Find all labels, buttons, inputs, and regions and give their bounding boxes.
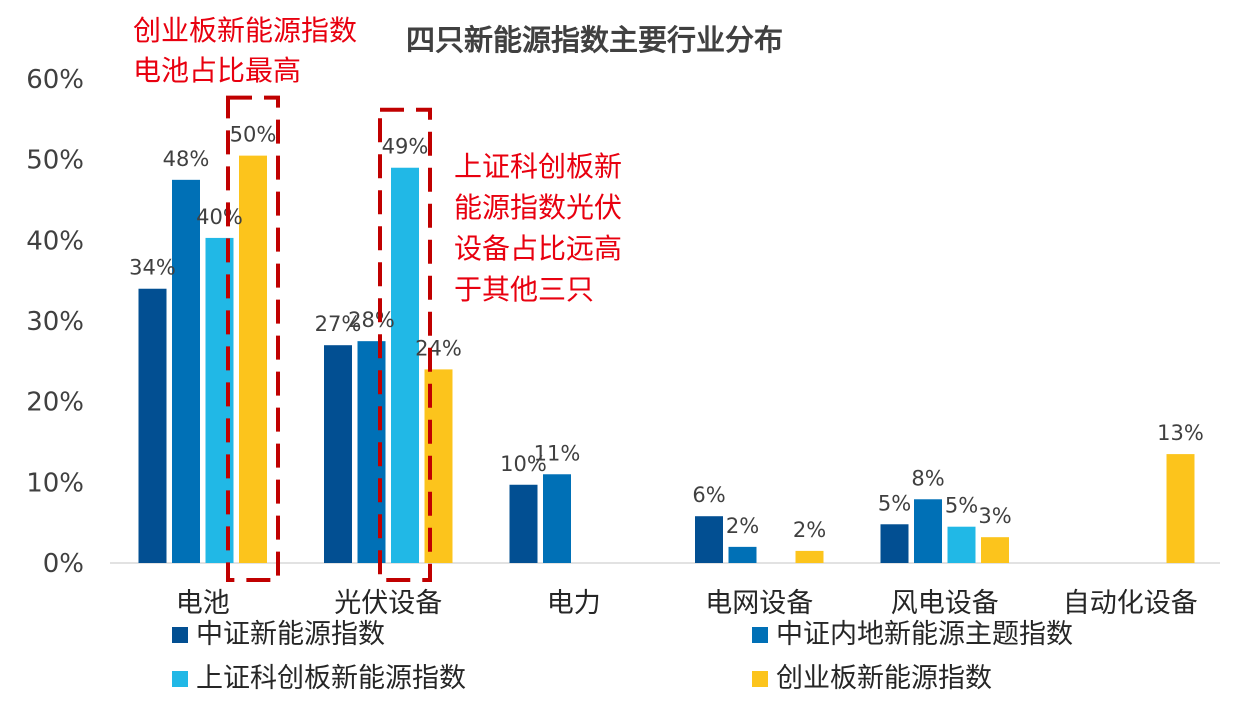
bar — [880, 524, 909, 563]
bar — [695, 516, 723, 563]
data-label: 10% — [500, 452, 547, 476]
legend-label: 创业板新能源指数 — [776, 663, 992, 694]
x-tick-label: 光伏设备 — [334, 588, 442, 619]
annotation-chinext: 创业板新能源指数 电池占比最高 — [133, 14, 366, 87]
bar — [172, 179, 200, 564]
highlight-box-chinext-battery — [226, 95, 280, 582]
bar — [391, 167, 419, 563]
data-label: 5% — [945, 494, 978, 518]
chart-title: 四只新能源指数主要行业分布 — [406, 23, 783, 57]
annotation-star-market-line-1: 上证科创板新 — [454, 150, 622, 183]
highlight-box-star-pv — [378, 107, 432, 582]
highlight-boxes — [226, 95, 432, 582]
legend-swatch — [752, 671, 768, 687]
x-tick-label: 电网设备 — [705, 588, 813, 619]
annotation-chinext-line-1: 创业板新能源指数 — [133, 14, 357, 47]
bar — [509, 484, 538, 563]
y-tick-label: 50% — [26, 146, 84, 176]
bars — [138, 155, 1195, 564]
data-label: 2% — [793, 518, 826, 542]
y-tick-label: 10% — [26, 468, 84, 498]
x-tick-label: 风电设备 — [891, 588, 999, 619]
bar — [728, 546, 757, 563]
annotation-star-market-line-4: 于其他三只 — [454, 273, 594, 306]
bar — [914, 499, 942, 563]
x-tick-label: 电力 — [547, 588, 601, 619]
bar — [138, 288, 167, 563]
x-tick-label: 电池 — [176, 588, 230, 619]
bar — [795, 550, 824, 563]
data-label: 27% — [315, 312, 362, 336]
annotation-star-market: 上证科创板新 能源指数光伏 设备占比远高 于其他三只 — [454, 150, 631, 306]
y-tick-label: 0% — [43, 549, 84, 579]
data-label: 40% — [196, 205, 243, 229]
y-tick-label: 20% — [26, 388, 84, 418]
data-label: 34% — [129, 256, 176, 280]
y-tick-label: 40% — [26, 226, 84, 256]
bar — [543, 474, 571, 563]
x-axis: 电池 光伏设备 电力 电网设备 风电设备 自动化设备 — [110, 562, 1220, 619]
data-label: 13% — [1157, 421, 1204, 445]
data-label: 24% — [415, 336, 462, 360]
data-label: 50% — [230, 123, 277, 147]
legend-swatch — [752, 627, 768, 643]
data-label: 48% — [163, 147, 210, 171]
y-tick-label: 30% — [26, 307, 84, 337]
bar — [981, 537, 1009, 563]
legend-label: 中证新能源指数 — [196, 619, 385, 650]
data-label: 8% — [911, 466, 944, 490]
data-label: 2% — [726, 514, 759, 538]
data-label: 3% — [978, 504, 1011, 528]
data-label: 49% — [382, 135, 429, 159]
bar — [239, 155, 267, 563]
annotation-star-market-line-3: 设备占比远高 — [454, 232, 622, 265]
data-label: 11% — [534, 441, 581, 465]
bar — [1166, 454, 1195, 563]
legend-swatch — [172, 671, 188, 687]
legend-label: 中证内地新能源主题指数 — [776, 619, 1073, 650]
bar — [947, 526, 976, 563]
data-label: 6% — [692, 483, 725, 507]
legend-label: 上证科创板新能源指数 — [196, 663, 466, 694]
legend-swatch — [172, 627, 188, 643]
data-labels: 34% 27% 10% 6% 5% 48% 28% 11% 2% 8% 40% 49% 5% 50% 24%… — [129, 123, 1204, 542]
annotation-chinext-line-2: 电池占比最高 — [133, 54, 301, 87]
annotation-star-market-line-2: 能源指数光伏 — [454, 191, 622, 224]
bar — [324, 345, 352, 563]
data-label: 5% — [878, 491, 911, 515]
x-tick-label: 自动化设备 — [1063, 588, 1198, 619]
y-tick-label: 60% — [26, 65, 84, 95]
data-label: 28% — [348, 308, 395, 332]
y-axis: 0% 10% 20% 30% 40% 50% 60% — [26, 65, 84, 579]
